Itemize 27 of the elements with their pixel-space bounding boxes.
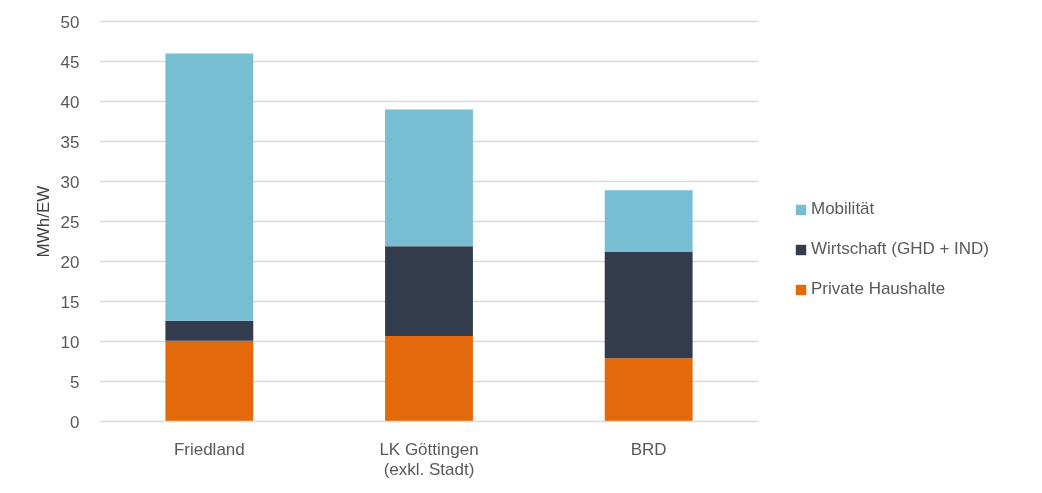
bar <box>165 320 254 341</box>
y-axis-title: MWh/EW <box>33 185 53 258</box>
y-tick-label: 30 <box>60 172 80 192</box>
y-tick-label: 0 <box>70 412 80 432</box>
y-tick-label: 40 <box>60 92 80 112</box>
legend-label: Private Haushalte <box>811 279 946 299</box>
x-tick-label: Friedland <box>173 439 245 459</box>
y-tick-label: 15 <box>60 292 80 312</box>
bar <box>604 190 693 252</box>
y-tick-label: 50 <box>60 12 80 32</box>
bar <box>604 251 693 359</box>
y-tick-label: 35 <box>60 132 80 152</box>
legend-label: Mobilität <box>811 199 875 219</box>
y-tick-label: 20 <box>60 252 80 272</box>
bar <box>165 53 254 321</box>
y-tick-label: 45 <box>60 52 80 72</box>
y-tick-label: 5 <box>70 372 80 392</box>
bar <box>604 358 693 422</box>
bar <box>385 246 473 336</box>
x-tick-label: LK Göttingen (exkl. Stadt) <box>379 439 479 480</box>
bar <box>385 335 473 422</box>
y-tick-label: 25 <box>60 212 80 232</box>
y-tick-label: 10 <box>60 332 80 352</box>
x-tick-label: BRD <box>630 439 667 459</box>
legend-label: Wirtschaft (GHD + IND) <box>811 239 990 259</box>
bar <box>165 340 254 422</box>
bar <box>385 109 473 247</box>
